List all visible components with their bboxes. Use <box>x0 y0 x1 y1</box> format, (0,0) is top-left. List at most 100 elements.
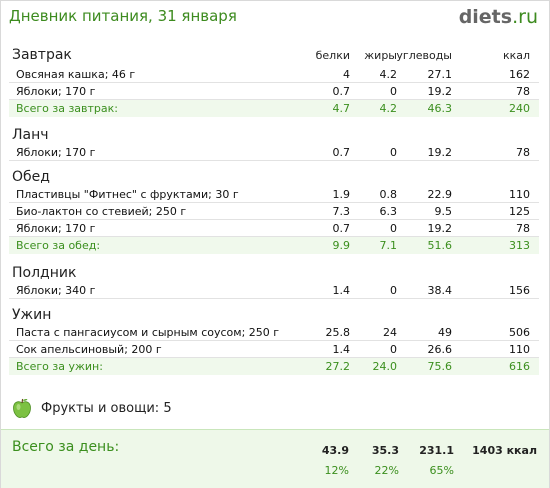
item-carbs: 49 <box>438 326 452 339</box>
item-name: Пластивцы "Фитнес" с фруктами; 30 г <box>16 188 239 201</box>
total-carbs: 51.6 <box>427 239 453 252</box>
item-fat: 0 <box>390 284 397 297</box>
item-name: Овсяная кашка; 46 г <box>16 68 136 81</box>
page-title: Дневник питания, 31 января <box>9 7 237 25</box>
green-apple-icon <box>13 398 31 418</box>
table-row[interactable]: Яблоки; 170 г 0.7 0 19.2 78 <box>9 83 539 100</box>
item-fat: 0 <box>390 85 397 98</box>
item-carbs: 19.2 <box>427 222 453 235</box>
total-label: Всего за обед: <box>16 239 101 252</box>
item-name: Сок апельсиновый; 200 г <box>16 343 162 356</box>
item-protein: 0.7 <box>332 222 351 235</box>
table-row[interactable]: Овсяная кашка; 46 г 4 4.2 27.1 162 <box>9 66 539 83</box>
item-protein: 1.4 <box>332 343 351 356</box>
item-name: Яблоки; 170 г <box>16 85 96 98</box>
item-fat: 0.8 <box>379 188 398 201</box>
table-row[interactable]: Яблоки; 170 г 0.7 0 19.2 78 <box>9 220 539 237</box>
item-kcal: 506 <box>509 326 530 339</box>
day-total: Всего за день: 43.9 35.3 231.1 1403 ккал… <box>1 429 549 488</box>
site-logo[interactable]: diets.ru <box>459 6 538 28</box>
total-carbs: 75.6 <box>427 360 453 373</box>
table-row[interactable]: Пластивцы "Фитнес" с фруктами; 30 г 1.9 … <box>9 186 539 203</box>
day-total-label: Всего за день: <box>12 439 120 455</box>
total-fat: 24.0 <box>372 360 398 373</box>
item-kcal: 110 <box>509 343 530 356</box>
column-headers: белки жиры углеводы ккал <box>9 47 539 64</box>
total-protein: 9.9 <box>332 239 351 252</box>
day-fat: 35.3 <box>371 444 399 457</box>
day-protein: 43.9 <box>321 444 349 457</box>
total-protein: 4.7 <box>332 102 351 115</box>
item-carbs: 19.2 <box>427 85 453 98</box>
fruits-veggies-label: Фрукты и овощи: 5 <box>41 401 172 416</box>
item-carbs: 27.1 <box>427 68 453 81</box>
item-name: Паста с пангасиусом и сырным соусом; 250… <box>16 326 280 339</box>
day-fat-percent: 22% <box>374 464 399 477</box>
item-protein: 1.4 <box>332 284 351 297</box>
total-carbs: 46.3 <box>427 102 453 115</box>
item-name: Яблоки; 170 г <box>16 146 96 159</box>
item-kcal: 125 <box>509 205 530 218</box>
day-carbs-percent: 65% <box>429 464 454 477</box>
item-protein: 0.7 <box>332 146 351 159</box>
total-protein: 27.2 <box>325 360 351 373</box>
item-kcal: 78 <box>516 85 530 98</box>
item-fat: 24 <box>383 326 397 339</box>
item-carbs: 19.2 <box>427 146 453 159</box>
item-kcal: 78 <box>516 222 530 235</box>
item-carbs: 38.4 <box>427 284 453 297</box>
total-fat: 7.1 <box>379 239 398 252</box>
item-kcal: 162 <box>509 68 530 81</box>
item-protein: 4 <box>343 68 350 81</box>
item-protein: 25.8 <box>325 326 351 339</box>
table-row[interactable]: Паста с пангасиусом и сырным соусом; 250… <box>9 324 539 341</box>
item-kcal: 110 <box>509 188 530 201</box>
item-name: Био-лактон со стевией; 250 г <box>16 205 187 218</box>
col-fat: жиры <box>364 49 397 62</box>
table-row[interactable]: Яблоки; 340 г 1.4 0 38.4 156 <box>9 282 539 299</box>
item-protein: 7.3 <box>332 205 351 218</box>
item-fat: 0 <box>390 343 397 356</box>
total-kcal: 313 <box>509 239 530 252</box>
item-fat: 4.2 <box>379 68 398 81</box>
col-protein: белки <box>315 49 350 62</box>
item-fat: 0 <box>390 146 397 159</box>
item-protein: 1.9 <box>332 188 351 201</box>
item-name: Яблоки; 170 г <box>16 222 96 235</box>
meal-title: Завтрак <box>12 47 72 63</box>
meal-title: Полдник <box>12 265 77 281</box>
item-name: Яблоки; 340 г <box>16 284 96 297</box>
item-protein: 0.7 <box>332 85 351 98</box>
item-kcal: 156 <box>509 284 530 297</box>
item-kcal: 78 <box>516 146 530 159</box>
total-label: Всего за завтрак: <box>16 102 119 115</box>
day-protein-percent: 12% <box>324 464 349 477</box>
item-carbs: 26.6 <box>427 343 453 356</box>
meal-total-row: Всего за завтрак: 4.7 4.2 46.3 240 <box>9 100 539 117</box>
total-fat: 4.2 <box>379 102 398 115</box>
item-carbs: 22.9 <box>427 188 453 201</box>
table-row[interactable]: Био-лактон со стевией; 250 г 7.3 6.3 9.5… <box>9 203 539 220</box>
table-row[interactable]: Сок апельсиновый; 200 г 1.4 0 26.6 110 <box>9 341 539 358</box>
total-kcal: 616 <box>509 360 530 373</box>
meal-title: Ланч <box>12 127 49 143</box>
total-kcal: 240 <box>509 102 530 115</box>
header: Дневник питания, 31 января diets.ru <box>1 1 549 37</box>
col-kcal: ккал <box>502 49 530 62</box>
meal-title: Ужин <box>12 307 52 323</box>
meal-total-row: Всего за ужин: 27.2 24.0 75.6 616 <box>9 358 539 375</box>
col-carbs: углеводы <box>396 49 452 62</box>
logo-main: diets <box>458 6 513 28</box>
logo-tld: .ru <box>512 6 538 28</box>
table-row[interactable]: Яблоки; 170 г 0.7 0 19.2 78 <box>9 144 539 161</box>
day-kcal: 1403 ккал <box>472 444 537 457</box>
item-fat: 6.3 <box>379 205 398 218</box>
item-carbs: 9.5 <box>434 205 453 218</box>
day-carbs: 231.1 <box>419 444 454 457</box>
fruits-veggies-counter: Фрукты и овощи: 5 <box>11 397 311 419</box>
total-label: Всего за ужин: <box>16 360 103 373</box>
meal-total-row: Всего за обед: 9.9 7.1 51.6 313 <box>9 237 539 254</box>
meal-title: Обед <box>12 169 50 185</box>
item-fat: 0 <box>390 222 397 235</box>
